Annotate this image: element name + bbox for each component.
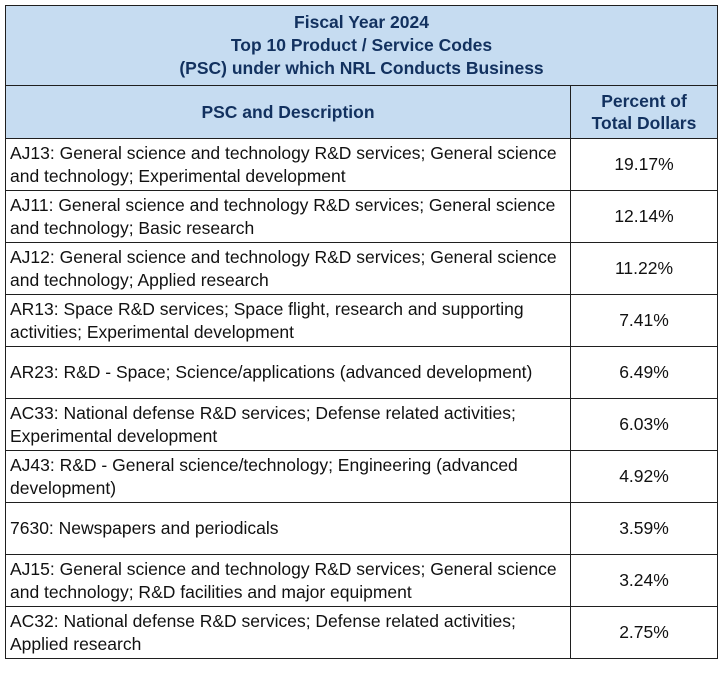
psc-description: AC32: National defense R&D services; Def…: [5, 606, 571, 659]
psc-description: AC33: National defense R&D services; Def…: [5, 398, 571, 451]
psc-table: Fiscal Year 2024 Top 10 Product / Servic…: [4, 5, 719, 659]
percent-value: 11.22%: [569, 242, 719, 295]
psc-description: AJ43: R&D - General science/technology; …: [5, 450, 571, 503]
percent-value: 2.75%: [569, 606, 719, 659]
header-row: PSC and Description Percent of Total Dol…: [5, 85, 719, 139]
table-row: AJ13: General science and technology R&D…: [5, 138, 719, 191]
percent-value: 19.17%: [569, 138, 719, 191]
table-row: 7630: Newspapers and periodicals 3.59%: [5, 502, 719, 555]
psc-description: AJ11: General science and technology R&D…: [5, 190, 571, 243]
table-row: AC33: National defense R&D services; Def…: [5, 398, 719, 451]
table-body: AJ13: General science and technology R&D…: [5, 138, 719, 659]
psc-description: AJ15: General science and technology R&D…: [5, 554, 571, 607]
header-percent-total-dollars: Percent of Total Dollars: [569, 85, 719, 139]
psc-description: AJ12: General science and technology R&D…: [5, 242, 571, 295]
table-row: AJ15: General science and technology R&D…: [5, 554, 719, 607]
table-row: AC32: National defense R&D services; Def…: [5, 606, 719, 659]
psc-description: AJ13: General science and technology R&D…: [5, 138, 571, 191]
percent-value: 6.49%: [569, 346, 719, 399]
percent-value: 6.03%: [569, 398, 719, 451]
table-row: AR13: Space R&D services; Space flight, …: [5, 294, 719, 347]
percent-value: 3.59%: [569, 502, 719, 555]
psc-description: AR23: R&D - Space; Science/applications …: [5, 346, 571, 399]
percent-value: 3.24%: [569, 554, 719, 607]
percent-value: 12.14%: [569, 190, 719, 243]
header-percent-line-1: Percent of: [601, 91, 687, 111]
header-percent-line-2: Total Dollars: [591, 113, 697, 133]
title-line-1: Fiscal Year 2024: [294, 12, 429, 32]
table-row: AJ43: R&D - General science/technology; …: [5, 450, 719, 503]
percent-value: 4.92%: [569, 450, 719, 503]
table-row: AR23: R&D - Space; Science/applications …: [5, 346, 719, 399]
table-title: Fiscal Year 2024 Top 10 Product / Servic…: [4, 5, 719, 86]
header-psc-description: PSC and Description: [5, 85, 571, 139]
table-row: AJ11: General science and technology R&D…: [5, 190, 719, 243]
table-row: AJ12: General science and technology R&D…: [5, 242, 719, 295]
title-line-2: Top 10 Product / Service Codes: [230, 35, 493, 55]
psc-description: AR13: Space R&D services; Space flight, …: [5, 294, 571, 347]
title-line-3: (PSC) under which NRL Conducts Business: [179, 58, 544, 78]
psc-description: 7630: Newspapers and periodicals: [5, 502, 571, 555]
percent-value: 7.41%: [569, 294, 719, 347]
title-row: Fiscal Year 2024 Top 10 Product / Servic…: [4, 5, 719, 86]
